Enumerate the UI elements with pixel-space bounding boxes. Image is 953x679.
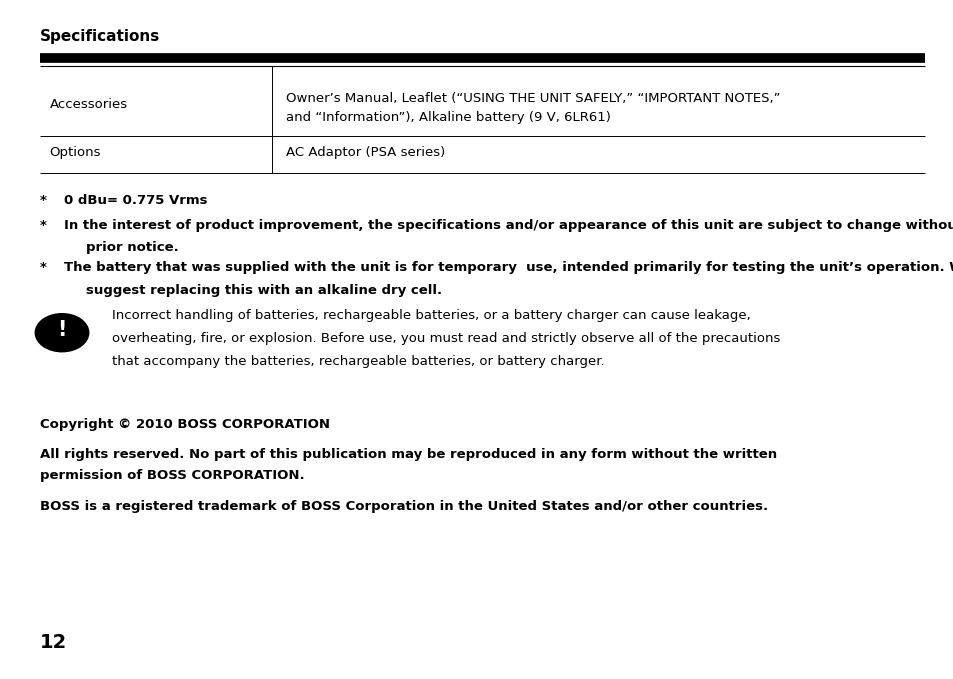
- Text: overheating, fire, or explosion. Before use, you must read and strictly observe : overheating, fire, or explosion. Before …: [112, 332, 780, 345]
- Text: BOSS is a registered trademark of BOSS Corporation in the United States and/or o: BOSS is a registered trademark of BOSS C…: [40, 500, 767, 513]
- Text: and “Information”), Alkaline battery (9 V, 6LR61): and “Information”), Alkaline battery (9 …: [286, 111, 611, 124]
- Text: that accompany the batteries, rechargeable batteries, or battery charger.: that accompany the batteries, rechargeab…: [112, 355, 603, 368]
- Circle shape: [35, 314, 89, 352]
- Text: permission of BOSS CORPORATION.: permission of BOSS CORPORATION.: [40, 469, 304, 481]
- Text: In the interest of product improvement, the specifications and/or appearance of : In the interest of product improvement, …: [64, 219, 953, 232]
- Text: The battery that was supplied with the unit is for temporary  use, intended prim: The battery that was supplied with the u…: [64, 261, 953, 274]
- Text: All rights reserved. No part of this publication may be reproduced in any form w: All rights reserved. No part of this pub…: [40, 448, 777, 461]
- Text: Options: Options: [50, 146, 101, 159]
- Text: AC Adaptor (PSA series): AC Adaptor (PSA series): [286, 146, 445, 159]
- Text: Specifications: Specifications: [40, 29, 160, 44]
- Text: 0 dBu= 0.775 Vrms: 0 dBu= 0.775 Vrms: [64, 194, 207, 206]
- Text: Accessories: Accessories: [50, 98, 128, 111]
- Text: Copyright © 2010 BOSS CORPORATION: Copyright © 2010 BOSS CORPORATION: [40, 418, 330, 430]
- Text: *: *: [40, 261, 47, 274]
- Text: *: *: [40, 219, 47, 232]
- Text: !: !: [57, 320, 67, 340]
- Text: 12: 12: [40, 633, 68, 652]
- Text: prior notice.: prior notice.: [86, 241, 178, 254]
- Text: suggest replacing this with an alkaline dry cell.: suggest replacing this with an alkaline …: [86, 284, 441, 297]
- Text: Owner’s Manual, Leaflet (“USING THE UNIT SAFELY,” “IMPORTANT NOTES,”: Owner’s Manual, Leaflet (“USING THE UNIT…: [286, 92, 780, 105]
- Text: Incorrect handling of batteries, rechargeable batteries, or a battery charger ca: Incorrect handling of batteries, recharg…: [112, 309, 750, 322]
- Text: *: *: [40, 194, 47, 206]
